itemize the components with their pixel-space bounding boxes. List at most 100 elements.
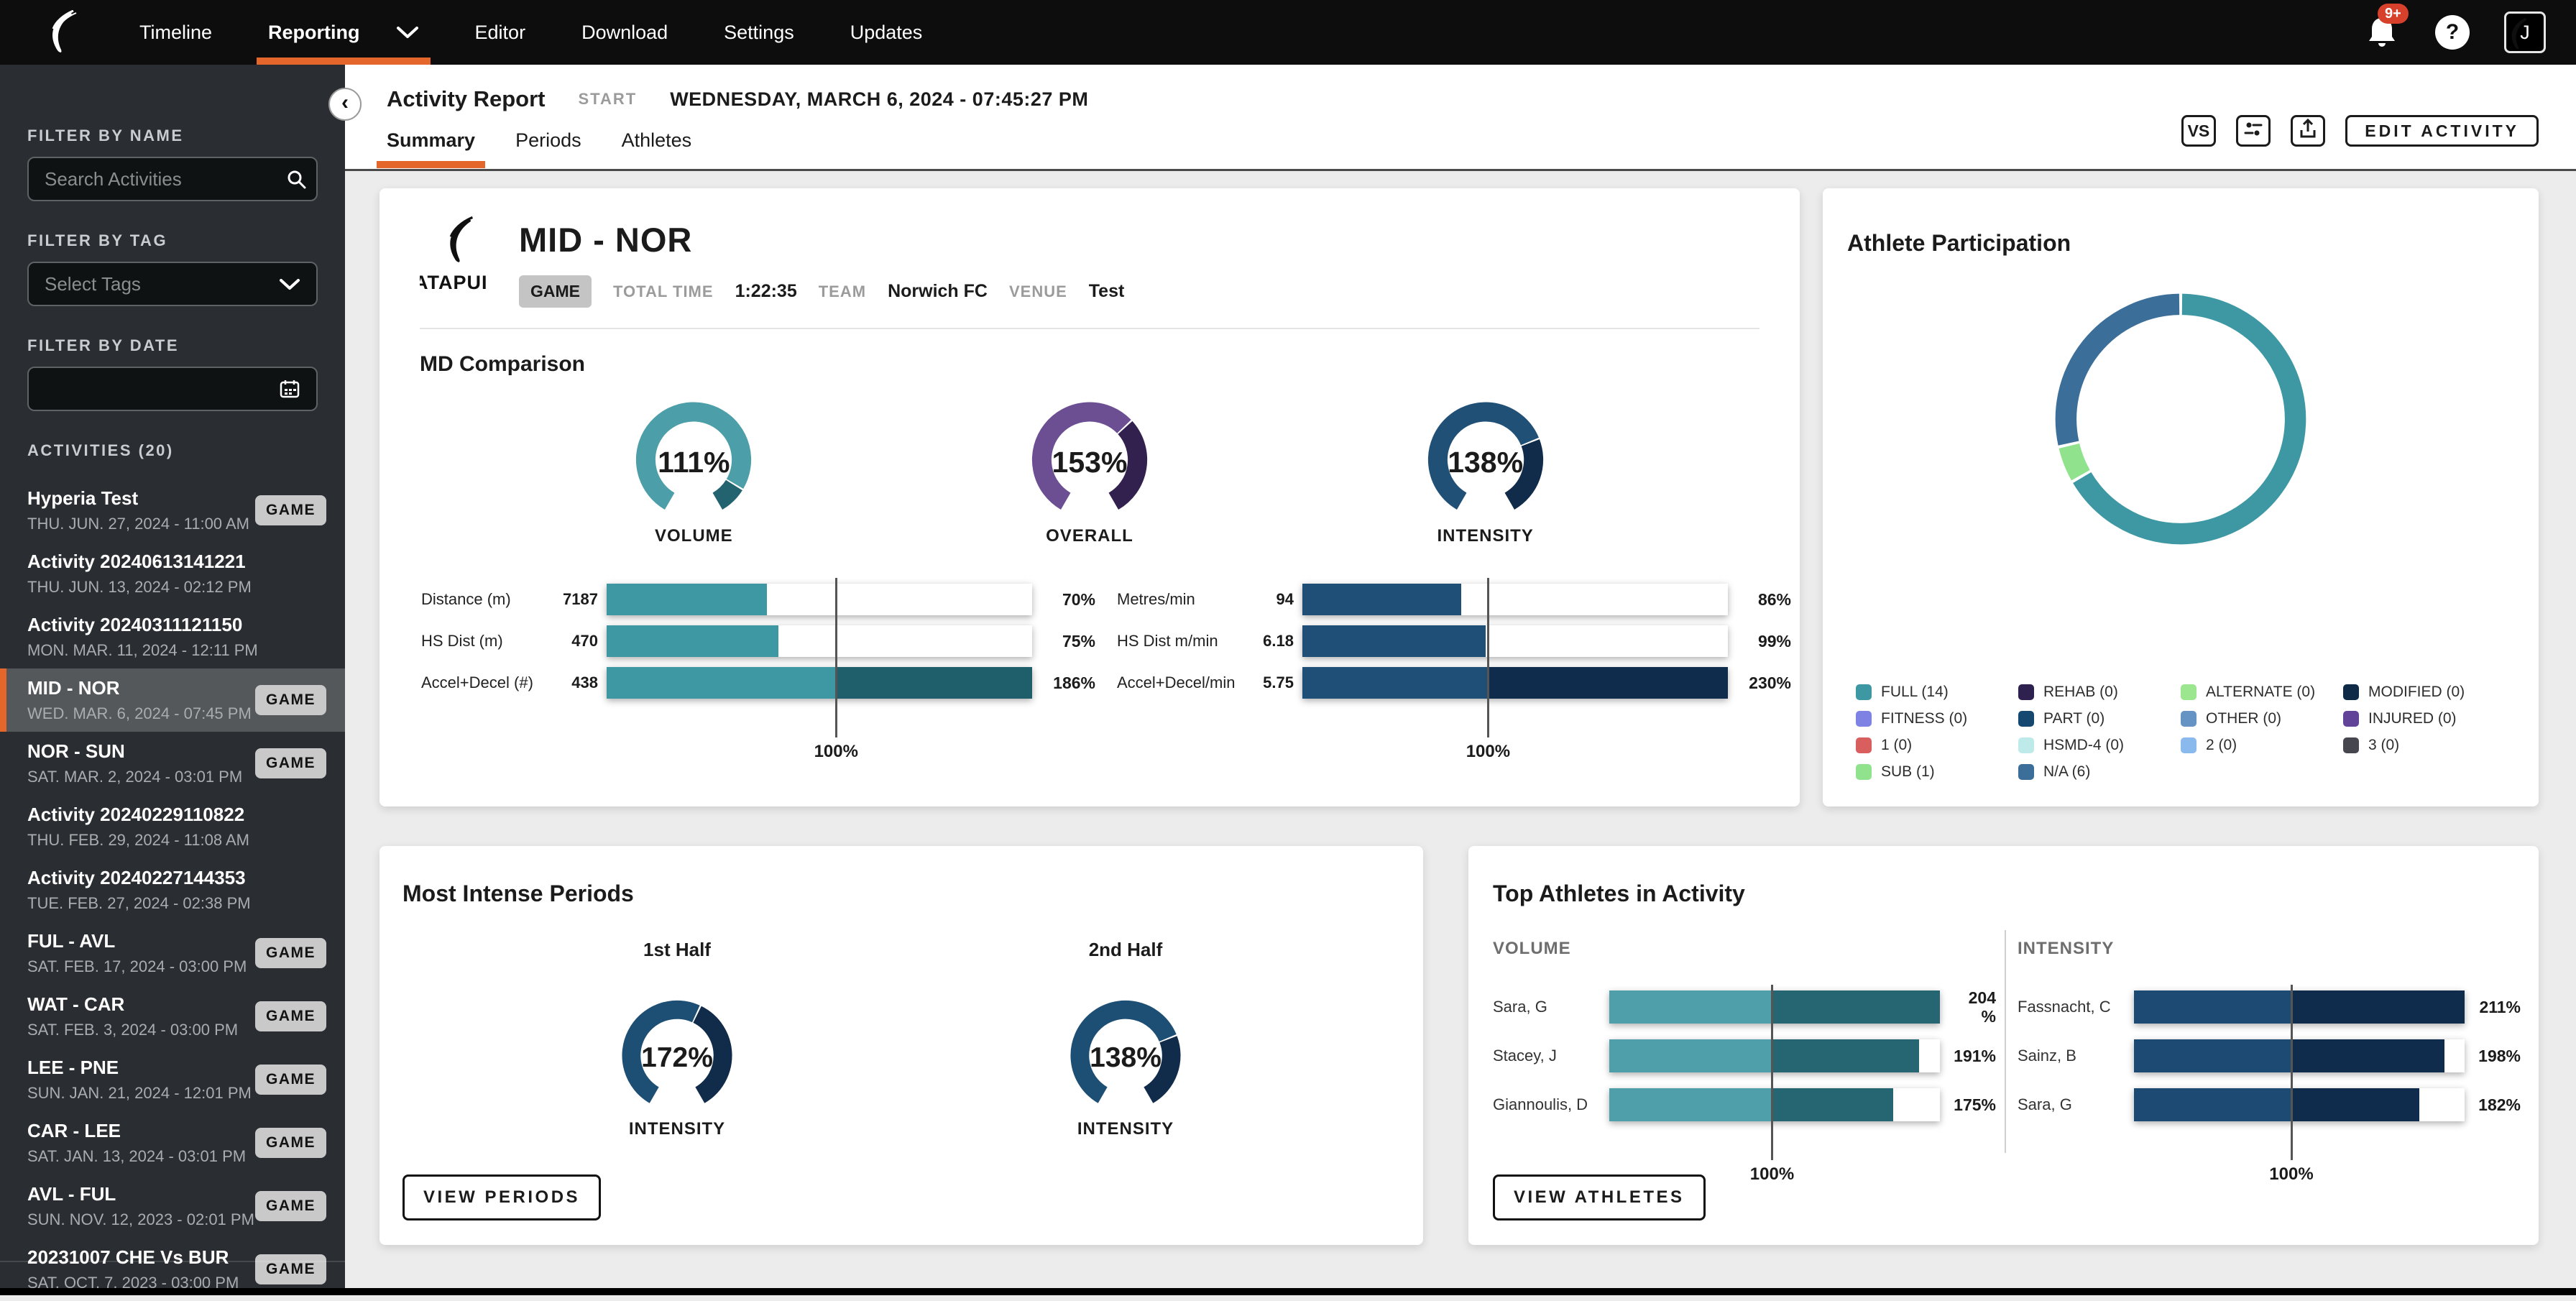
legend-label: N/A (6) xyxy=(2043,763,2090,781)
activity-title: 20231007 CHE Vs BUR xyxy=(27,1246,255,1269)
activity-item[interactable]: Activity 20240613141221THU. JUN. 13, 202… xyxy=(0,542,345,605)
nav-item-reporting[interactable]: Reporting xyxy=(268,0,360,65)
activity-item[interactable]: AVL - FULSUN. NOV. 12, 2023 - 02:01 PMGA… xyxy=(0,1174,345,1238)
activity-item[interactable]: FUL - AVLSAT. FEB. 17, 2024 - 03:00 PMGA… xyxy=(0,921,345,985)
nav-item-editor[interactable]: Editor xyxy=(475,0,526,65)
period-label: 1st Half xyxy=(643,939,711,961)
avatar[interactable]: J xyxy=(2504,12,2546,53)
bar-row-value: 94 xyxy=(1248,590,1294,609)
activity-item[interactable]: WAT - CARSAT. FEB. 3, 2024 - 03:00 PMGAM… xyxy=(0,985,345,1048)
gauge-percent: 138% xyxy=(1064,991,1187,1115)
activity-title: CAR - LEE xyxy=(27,1120,255,1142)
activity-info: AVL - FULSUN. NOV. 12, 2023 - 02:01 PM xyxy=(27,1183,255,1229)
bar-track xyxy=(2134,1088,2465,1121)
view-athletes-button[interactable]: VIEW ATHLETES xyxy=(1493,1174,1706,1220)
sidebar: ‹ FILTER BY NAME FILTER BY TAG Select Ta… xyxy=(0,65,345,1295)
window-bottom-edge xyxy=(0,1288,2576,1295)
nav-item-download[interactable]: Download xyxy=(581,0,668,65)
top-athletes-title: Top Athletes in Activity xyxy=(1493,881,2514,907)
activity-info: NOR - SUN SAT. MAR. 2, 2024 - 03:01 PM xyxy=(27,740,255,786)
bar-track xyxy=(1302,667,1728,699)
bar-fill xyxy=(2134,990,2291,1024)
legend-swatch xyxy=(2343,711,2359,727)
view-periods-button[interactable]: VIEW PERIODS xyxy=(402,1174,601,1220)
bar-track xyxy=(1302,584,1728,615)
bar-fill-overflow xyxy=(1487,667,1728,699)
tab-summary[interactable]: Summary xyxy=(387,129,475,166)
bar-row-percent: 182% xyxy=(2473,1095,2521,1114)
catapult-logo-icon[interactable] xyxy=(42,10,79,55)
nav-item-settings[interactable]: Settings xyxy=(724,0,794,65)
activity-item[interactable]: Hyperia TestTHU. JUN. 27, 2024 - 11:00 A… xyxy=(0,479,345,542)
sidebar-collapse-button[interactable]: ‹ xyxy=(328,88,362,121)
activity-item[interactable]: LEE - PNESUN. JAN. 21, 2024 - 12:01 PMGA… xyxy=(0,1048,345,1111)
chevron-down-icon[interactable] xyxy=(396,25,419,40)
bar-fill-overflow xyxy=(2291,1088,2419,1121)
legend-swatch xyxy=(2018,764,2034,780)
activity-item[interactable]: CAR - LEESAT. JAN. 13, 2024 - 03:01 PMGA… xyxy=(0,1111,345,1174)
activity-item[interactable]: Activity 20240227144353TUE. FEB. 27, 202… xyxy=(0,858,345,921)
activity-item[interactable]: NOR - SUNSAT. MAR. 2, 2024 - 03:01 PMGAM… xyxy=(0,732,345,795)
gauge-percent: 111% xyxy=(629,392,758,522)
search-activities-field[interactable] xyxy=(27,157,318,201)
legend-label: 1 (0) xyxy=(1881,737,1912,754)
bar-fill xyxy=(2134,1039,2291,1072)
edit-activity-button[interactable]: EDIT ACTIVITY xyxy=(2345,115,2539,147)
nav-item-updates[interactable]: Updates xyxy=(850,0,923,65)
legend-swatch xyxy=(2018,737,2034,753)
legend-item: FITNESS (0) xyxy=(1856,710,2018,727)
legend-item: PART (0) xyxy=(2018,710,2181,727)
gauge-metric-label: OVERALL xyxy=(1046,526,1133,546)
activity-info: CAR - LEESAT. JAN. 13, 2024 - 03:01 PM xyxy=(27,1120,255,1166)
bar-track xyxy=(1609,1039,1940,1072)
search-input[interactable] xyxy=(45,168,285,190)
nav-right: 9+ ? J xyxy=(2363,12,2546,53)
activity-info: Activity 20240229110822THU. FEB. 29, 202… xyxy=(27,804,326,850)
bar-row-label: Distance (m) xyxy=(421,590,543,609)
content: ATAPUI MID - NOR GAME TOTAL TIME1:22:35T… xyxy=(345,171,2576,1245)
legend-item: REHAB (0) xyxy=(2018,684,2181,701)
tab-athletes[interactable]: Athletes xyxy=(622,129,692,166)
filter-by-tag-label: FILTER BY TAG xyxy=(27,231,318,250)
calendar-icon[interactable] xyxy=(279,378,300,400)
legend-column: MODIFIED (0)INJURED (0)3 (0) xyxy=(2343,684,2506,781)
report-settings-button[interactable] xyxy=(2236,115,2271,147)
select-tags-placeholder: Select Tags xyxy=(45,273,279,295)
bar-track xyxy=(607,625,1032,657)
bar-row: Distance (m)718770% xyxy=(421,584,1095,615)
start-datetime: WEDNESDAY, MARCH 6, 2024 - 07:45:27 PM xyxy=(670,88,1088,111)
date-filter-field[interactable] xyxy=(27,367,318,411)
gauge-percent: 172% xyxy=(615,991,739,1115)
help-icon[interactable]: ? xyxy=(2435,15,2470,50)
activity-info: WAT - CARSAT. FEB. 3, 2024 - 03:00 PM xyxy=(27,993,255,1039)
legend-item: OTHER (0) xyxy=(2181,710,2343,727)
tab-periods[interactable]: Periods xyxy=(515,129,581,166)
most-intense-periods-card: Most Intense Periods 1st Half172%INTENSI… xyxy=(380,846,1423,1245)
legend-swatch xyxy=(1856,764,1872,780)
select-tags-dropdown[interactable]: Select Tags xyxy=(27,262,318,306)
notifications-bell-icon[interactable]: 9+ xyxy=(2363,14,2401,51)
activity-item[interactable]: Activity 20240311121150MON. MAR. 11, 202… xyxy=(0,605,345,668)
export-button[interactable] xyxy=(2291,115,2325,147)
bar-fill-overflow xyxy=(2291,990,2465,1024)
activity-date: MON. MAR. 11, 2024 - 12:11 PM xyxy=(27,641,326,660)
nav-item-timeline[interactable]: Timeline xyxy=(139,0,212,65)
bar-fill xyxy=(607,584,767,615)
avatar-letter: J xyxy=(2520,22,2530,44)
activity-title: MID - NOR xyxy=(519,220,1124,259)
donut-segment-sub xyxy=(2069,446,2081,475)
bar-row-value: 438 xyxy=(552,674,598,692)
bar-fill xyxy=(1609,990,1771,1024)
activity-title: NOR - SUN xyxy=(27,740,255,763)
participation-title: Athlete Participation xyxy=(1847,230,2514,257)
legend-column: ALTERNATE (0)OTHER (0)2 (0) xyxy=(2181,684,2343,781)
bar-fill xyxy=(1302,667,1487,699)
meta-label: VENUE xyxy=(1009,282,1067,301)
activity-item[interactable]: Activity 20240229110822THU. FEB. 29, 202… xyxy=(0,795,345,858)
vs-compare-button[interactable]: VS xyxy=(2181,115,2217,147)
activity-date: SAT. MAR. 2, 2024 - 03:01 PM xyxy=(27,768,255,786)
bar-fill-overflow xyxy=(2291,1039,2444,1072)
start-label: START xyxy=(578,90,637,109)
bar-row: HS Dist m/min6.1899% xyxy=(1117,625,1791,657)
activity-item[interactable]: MID - NORWED. MAR. 6, 2024 - 07:45 PMGAM… xyxy=(0,668,345,732)
